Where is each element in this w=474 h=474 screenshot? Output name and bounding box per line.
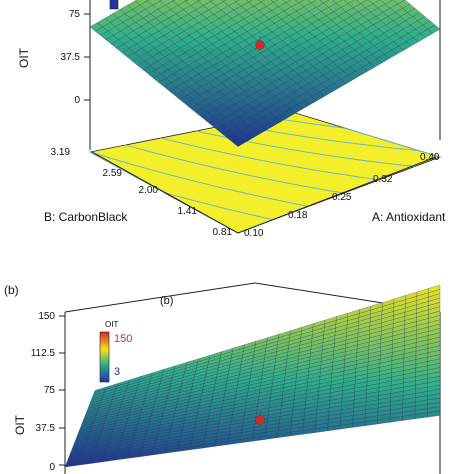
x-tick-a-0-25: 0.25 xyxy=(332,192,352,203)
floor-contour-line-a xyxy=(231,123,441,158)
surface-cell-b xyxy=(427,410,441,418)
surface-cell-a xyxy=(427,24,441,34)
legend-color-bar-b xyxy=(99,331,110,383)
legend-min-label-b: 3 xyxy=(114,366,120,378)
floor-contour-line-a xyxy=(160,137,380,181)
x-axis-a: 0.10 0.18 0.25 0.32 0.40 A: Antioxidant xyxy=(237,152,446,239)
legend-max-label-b: 150 xyxy=(114,333,132,345)
floor-contour-line-a xyxy=(266,116,441,158)
legend-bar-a xyxy=(109,0,119,10)
legend-b: OIT 150 3 xyxy=(99,320,132,383)
x-axis-label-a: A: Antioxidant xyxy=(372,210,446,224)
surface-cell-a xyxy=(184,0,188,2)
surface-cell-a xyxy=(209,0,214,2)
y-tick-a-0-81: 0.81 xyxy=(213,227,233,238)
z-axis-label-b: OIT xyxy=(13,414,27,435)
y-tick-a-1-41: 1.41 xyxy=(178,206,198,217)
floor-contour-line-a xyxy=(89,151,309,207)
z-tick-b-75: 75 xyxy=(44,385,56,396)
surface-cell-a xyxy=(221,0,227,2)
surface-cell-a xyxy=(270,0,279,3)
z-axis-b: 150 112.5 75 37.5 0 OIT xyxy=(13,311,65,473)
z-tick-b-112-5: 112.5 xyxy=(31,348,56,359)
z-tick-b-37-5: 37.5 xyxy=(36,423,56,434)
legend-title-b: OIT xyxy=(105,320,118,329)
surface-cell-a xyxy=(233,0,240,2)
surface-cell-a xyxy=(171,0,176,2)
x-tick-a-0-32: 0.32 xyxy=(373,174,393,185)
surface-cell-a xyxy=(159,0,163,2)
surface-plot-b: (b) (b) 150 112.5 75 37.5 0 OIT OIT 1 xyxy=(4,282,441,474)
y-axis-label-a: B: CarbonBlack xyxy=(44,210,128,224)
surface-cell-a xyxy=(246,0,253,3)
surface-cell-a xyxy=(258,0,266,3)
x-tick-a-0-10: 0.10 xyxy=(244,228,264,239)
y-tick-a-2-00: 2.00 xyxy=(139,185,159,196)
surface-cell-a xyxy=(283,0,291,3)
z-tick-b-0: 0 xyxy=(49,462,55,473)
floor-contour-line-a xyxy=(125,144,345,194)
surface-cell-a xyxy=(196,0,201,2)
design-point-b xyxy=(255,410,265,428)
back-top-edge-b xyxy=(64,282,256,313)
z-tick-a-37-5: 37.5 xyxy=(61,52,81,63)
design-point-marker-b xyxy=(255,415,265,425)
z-tick-a-75: 75 xyxy=(69,9,81,20)
z-tick-b-150: 150 xyxy=(38,311,55,322)
z-axis-label-a: OIT xyxy=(17,47,31,68)
y-tick-a-2-59: 2.59 xyxy=(103,168,123,179)
surface-cell-a xyxy=(295,0,304,3)
design-point-a xyxy=(255,36,265,50)
z-tick-a-0: 0 xyxy=(74,95,80,106)
panel-label-b: (b) xyxy=(4,283,19,297)
design-point-marker-a xyxy=(255,40,265,50)
x-tick-a-0-18: 0.18 xyxy=(288,210,308,221)
response-surface-b xyxy=(64,284,441,468)
surface-plot-a: 75 37.5 0 OIT 3.19 2.59 2.00 1.41 0.81 B… xyxy=(17,0,446,239)
z-axis-a: 75 37.5 0 OIT xyxy=(17,9,90,106)
y-axis-a: 3.19 2.59 2.00 1.41 0.81 B: CarbonBlack xyxy=(44,147,239,238)
inner-label-b: (b) xyxy=(160,295,173,307)
response-surface-a xyxy=(89,0,441,147)
y-tick-a-3-19: 3.19 xyxy=(51,147,71,158)
x-tick-a-0-40: 0.40 xyxy=(420,152,440,163)
